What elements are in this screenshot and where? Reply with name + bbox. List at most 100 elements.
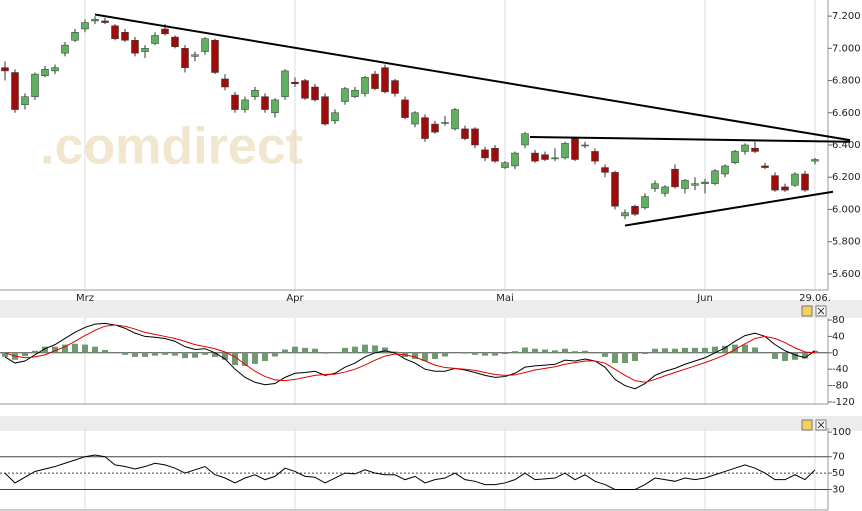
histogram-bar	[612, 352, 618, 364]
candle-body	[81, 22, 89, 30]
histogram-bar	[282, 349, 288, 353]
histogram-bar	[362, 344, 368, 353]
candle-body	[261, 96, 269, 110]
y-tick-label: 6.000	[832, 204, 861, 215]
close-icon	[817, 421, 825, 429]
candle-body	[781, 186, 789, 191]
histogram-bar	[682, 347, 688, 353]
histogram-bar	[662, 348, 668, 353]
candle-body	[531, 152, 539, 162]
candle-body	[761, 165, 769, 168]
y-tick-label: 6.800	[832, 76, 861, 87]
histogram-bar	[22, 352, 28, 357]
y-tick-label: 6.200	[832, 172, 861, 183]
candle-body	[251, 89, 259, 97]
y-tick-label: 80	[832, 315, 845, 326]
histogram-bar	[152, 352, 158, 356]
settings-button[interactable]	[801, 305, 813, 317]
candle-body	[71, 31, 79, 41]
candle-body	[381, 67, 389, 93]
candle-body	[621, 212, 629, 217]
candle-body	[151, 35, 159, 44]
candle-body	[501, 162, 509, 168]
y-tick-label: 40	[832, 331, 845, 342]
indicator-line	[4, 324, 816, 383]
candle-body	[431, 123, 439, 133]
candle-body	[791, 173, 799, 186]
candle-body	[771, 175, 779, 191]
histogram-bar	[812, 350, 818, 353]
histogram-bar	[342, 347, 348, 353]
histogram-bar	[622, 352, 628, 364]
histogram-bar	[472, 352, 478, 355]
histogram-bar	[432, 352, 438, 359]
histogram-bar	[212, 352, 218, 357]
histogram-bar	[62, 344, 68, 353]
candle-body	[591, 151, 599, 162]
histogram-bar	[252, 352, 258, 364]
candle-body	[541, 154, 549, 160]
candle-body	[1, 67, 9, 72]
y-tick-label: -80	[832, 381, 848, 392]
x-tick-label: Mrz	[76, 293, 94, 304]
candle-body	[311, 86, 319, 101]
histogram-bar	[262, 352, 268, 361]
candle-body	[101, 20, 109, 23]
histogram-bar	[732, 344, 738, 353]
candle-body	[291, 81, 299, 85]
candle-body	[601, 167, 609, 173]
histogram-bar	[562, 348, 568, 353]
candle-body	[561, 143, 569, 159]
candle-body	[221, 78, 229, 88]
candle-body	[641, 196, 649, 209]
histogram-bar	[792, 352, 798, 360]
candle-body	[691, 183, 699, 186]
candle-body	[111, 25, 119, 39]
candle-body	[211, 40, 219, 73]
histogram-bar	[652, 348, 658, 353]
trendline	[94, 13, 851, 142]
candle-body	[681, 180, 689, 189]
histogram-bar	[512, 351, 518, 353]
y-tick-label: 7.000	[832, 43, 861, 54]
panel-header	[0, 416, 862, 431]
histogram-bar	[72, 343, 78, 353]
candle-body	[651, 183, 659, 189]
histogram-bar	[422, 352, 428, 361]
histogram-bar	[672, 348, 678, 353]
candle-body	[161, 28, 169, 35]
y-tick-label: 7.200	[832, 11, 861, 22]
candle-body	[11, 72, 19, 110]
histogram-bar	[412, 352, 418, 359]
candle-body	[751, 147, 759, 152]
rsi-line	[4, 454, 816, 490]
candle-body	[701, 181, 709, 184]
candle-body	[721, 165, 729, 175]
candle-body	[231, 94, 239, 110]
close-icon	[817, 307, 825, 315]
histogram-bar	[162, 352, 168, 355]
histogram-bar	[582, 350, 588, 353]
histogram-bar	[232, 352, 238, 366]
candle-body	[341, 88, 349, 102]
candle-body	[31, 73, 39, 97]
y-tick-label: -40	[832, 364, 848, 375]
histogram-bar	[532, 348, 538, 353]
panel-controls[interactable]	[801, 305, 827, 431]
candle-body	[421, 117, 429, 139]
candle-body	[121, 31, 129, 41]
histogram-bar	[502, 352, 508, 355]
y-tick-label: 70	[832, 452, 845, 463]
candle-body	[241, 99, 249, 110]
candle-body	[481, 149, 489, 159]
settings-button[interactable]	[801, 419, 813, 431]
histogram-bar	[642, 352, 648, 355]
y-tick-label: 0	[832, 348, 838, 359]
candle-body	[711, 170, 719, 184]
histogram-bar	[292, 346, 298, 353]
candle-body	[91, 19, 99, 22]
trendline	[624, 190, 834, 227]
histogram-bar	[772, 352, 778, 359]
